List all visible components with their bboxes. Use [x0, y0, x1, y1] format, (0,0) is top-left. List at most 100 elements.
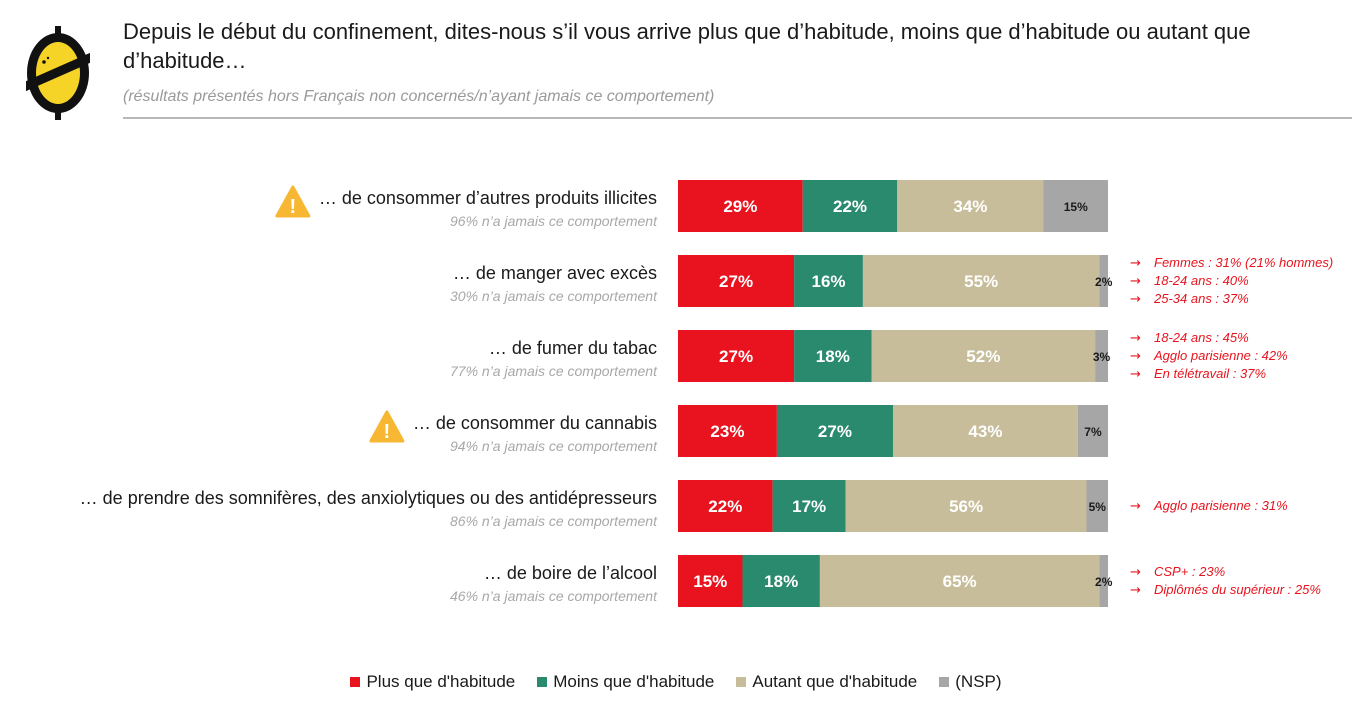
bar-segment-nsp [1086, 480, 1108, 532]
legend-swatch [736, 677, 747, 687]
bar-segment-moins [794, 255, 863, 307]
data-label: 56% [949, 497, 983, 516]
bar-segment-autant [819, 555, 1100, 607]
annotation-arrow-icon: → [1130, 274, 1141, 289]
annotation-text: Femmes : 31% (21% hommes) [1154, 255, 1333, 270]
data-label: 18% [816, 347, 850, 366]
data-label: 2% [1095, 275, 1113, 289]
data-label: 17% [792, 497, 826, 516]
data-label: 52% [966, 347, 1000, 366]
data-label: 22% [833, 197, 867, 216]
bar-segment-plus [678, 555, 743, 607]
bar-segment-plus [678, 255, 795, 307]
bar-segment-moins [794, 330, 872, 382]
data-label: 27% [719, 347, 753, 366]
data-label: 34% [953, 197, 987, 216]
data-label: 43% [968, 422, 1002, 441]
warning-icon: ! [275, 185, 311, 218]
bar-segment-autant [897, 180, 1044, 232]
annotation-arrow-icon: → [1130, 583, 1141, 598]
bar-segment-plus [678, 480, 773, 532]
bar-segment-plus [678, 405, 777, 457]
category-label: … de consommer du cannabis [413, 413, 657, 433]
data-label: 18% [764, 572, 798, 591]
bar-segment-moins [802, 180, 898, 232]
bar-segment-autant [893, 405, 1078, 457]
bar-segment-plus [678, 180, 803, 232]
legend-swatch [350, 677, 361, 687]
header-divider [123, 117, 1352, 119]
data-label: 23% [710, 422, 744, 441]
legend-label: Moins que d'habitude [553, 672, 715, 691]
category-label: … de consommer d’autres produits illicit… [319, 188, 657, 208]
data-label: 27% [719, 272, 753, 291]
legend-item-moins: Moins que d'habitude [537, 670, 714, 694]
annotation-text: 25-34 ans : 37% [1153, 291, 1249, 306]
annotation-arrow-icon: → [1130, 331, 1141, 346]
page-subtitle: (résultats présentés hors Français non c… [123, 88, 715, 105]
annotation-text: En télétravail : 37% [1154, 366, 1266, 381]
legend-item-nsp: (NSP) [939, 670, 1002, 694]
annotation-arrow-icon: → [1130, 292, 1141, 307]
legend-swatch [939, 677, 950, 687]
bar-segment-moins [772, 480, 846, 532]
logo-icon [26, 26, 90, 120]
data-label: 3% [1093, 350, 1111, 364]
data-label: 15% [1064, 200, 1088, 214]
bar-segment-nsp [1077, 405, 1108, 457]
bar-segment-nsp [1043, 180, 1108, 232]
data-label: 55% [964, 272, 998, 291]
category-note: 94% n’a jamais ce comportement [450, 438, 658, 454]
annotation-arrow-icon: → [1130, 565, 1141, 580]
data-label: 5% [1089, 500, 1107, 514]
page-title: Depuis le début du confinement, dites-no… [123, 19, 1251, 73]
annotation-text: CSP+ : 23% [1154, 564, 1225, 579]
category-label: … de manger avec excès [453, 263, 657, 283]
chart-legend: Plus que d'habitude Moins que d'habitude A… [0, 670, 1352, 694]
legend-item-autant: Autant que d'habitude [736, 670, 917, 694]
annotation-arrow-icon: → [1130, 367, 1141, 382]
bar-segment-autant [845, 480, 1087, 532]
data-label: 22% [708, 497, 742, 516]
warning-icon: ! [369, 410, 405, 443]
bar-segment-moins [742, 555, 820, 607]
bar-segment-moins [776, 405, 893, 457]
annotation-arrow-icon: → [1130, 256, 1141, 271]
annotation-text: Agglo parisienne : 42% [1153, 348, 1288, 363]
category-label: … de prendre des somnifères, des anxioly… [80, 488, 657, 508]
annotation-arrow-icon: → [1130, 499, 1141, 514]
annotation-text: Diplômés du supérieur : 25% [1154, 582, 1321, 597]
bar-segment-plus [678, 330, 795, 382]
data-label: 15% [693, 572, 727, 591]
bar-segment-nsp [1095, 330, 1108, 382]
annotation-text: 18-24 ans : 40% [1154, 273, 1249, 288]
annotation-text: Agglo parisienne : 31% [1153, 498, 1288, 513]
bar-segment-nsp [1099, 555, 1108, 607]
bar-segment-nsp [1099, 255, 1108, 307]
legend-swatch [537, 677, 548, 687]
legend-label: (NSP) [955, 672, 1002, 691]
category-note: 96% n’a jamais ce comportement [450, 213, 658, 229]
annotation-text: 18-24 ans : 45% [1154, 330, 1249, 345]
legend-label: Autant que d'habitude [752, 672, 918, 691]
bar-segment-autant [862, 255, 1100, 307]
legend-label: Plus que d'habitude [366, 672, 516, 691]
data-label: 2% [1095, 575, 1113, 589]
category-note: 30% n’a jamais ce comportement [450, 288, 658, 304]
data-label: 65% [943, 572, 977, 591]
category-note: 86% n’a jamais ce comportement [450, 513, 658, 529]
legend-item-plus: Plus que d'habitude [350, 670, 515, 694]
annotation-arrow-icon: → [1130, 349, 1141, 364]
data-label: 29% [723, 197, 757, 216]
svg-text:!: ! [290, 196, 297, 218]
data-label: 7% [1084, 425, 1102, 439]
bar-segment-autant [871, 330, 1096, 382]
svg-text:!: ! [384, 421, 391, 443]
data-label: 27% [818, 422, 852, 441]
data-label: 16% [811, 272, 845, 291]
category-note: 77% n’a jamais ce comportement [450, 363, 658, 379]
category-note: 46% n’a jamais ce comportement [450, 588, 658, 604]
category-label: … de fumer du tabac [489, 338, 657, 358]
category-label: … de boire de l’alcool [484, 563, 657, 583]
